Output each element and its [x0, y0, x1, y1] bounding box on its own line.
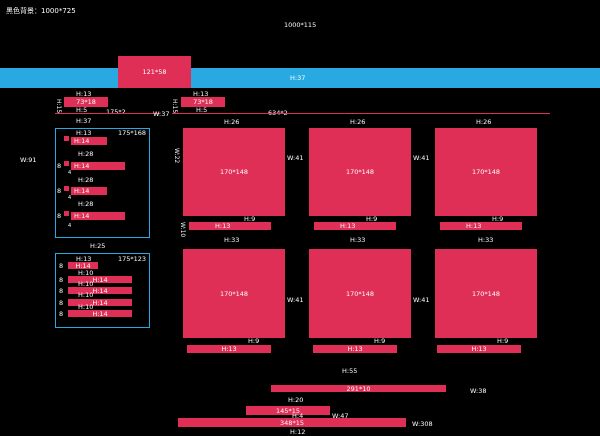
row1-card-3[interactable]: 170*148 [435, 128, 537, 216]
footer-w38: W:38 [470, 387, 487, 395]
panel1-gap-2: H:28 [78, 176, 94, 184]
footer-w47: W:47 [332, 412, 349, 420]
panel1-gap-3: H:28 [78, 200, 94, 208]
sidebar-h25: H:25 [90, 242, 106, 250]
row2-caption-2: H:13 [313, 345, 397, 353]
panel1-small-2: 4 [68, 195, 72, 201]
nav-right-h: H:13 [193, 90, 209, 98]
top-bar-height: H:37 [290, 74, 306, 82]
panel1-item-4[interactable]: H:14 [71, 212, 125, 220]
logo-block: 121*58 [118, 56, 191, 88]
row2-h33-1: H:33 [224, 236, 240, 244]
row2-h9-3: H:9 [497, 337, 509, 345]
panel2-item-4[interactable]: H:14 [68, 299, 132, 307]
panel1-mini-4 [64, 211, 69, 216]
panel2-item-3[interactable]: H:14 [68, 287, 132, 295]
footer-bar-1: 291*10 [271, 385, 446, 393]
background-note: 黑色背景：1000*725 [6, 7, 76, 15]
panel1-mark-3: 8 [57, 212, 62, 220]
panel2-mark-5: 8 [59, 310, 64, 318]
row1-card-1[interactable]: 170*148 [183, 128, 285, 216]
divider-right [172, 113, 550, 114]
footer-h12: H:12 [290, 428, 306, 436]
row1-h26-1: H:26 [224, 118, 240, 126]
nav-left-h5: H:5 [76, 106, 88, 114]
panel2-mark-2: 8 [59, 276, 64, 284]
panel1-mini-3 [64, 186, 69, 191]
panel2-mark-4: 8 [59, 299, 64, 307]
row2-h33-2: H:33 [350, 236, 366, 244]
sidebar-panel-2 [55, 253, 150, 328]
panel2-mark-3: 8 [59, 287, 64, 295]
nav-left-v: H:15 [55, 99, 62, 114]
footer-bar-2: 145*15 [246, 406, 330, 415]
panel1-small-1: 4 [68, 170, 72, 176]
row1-caption-1: H:13 [189, 222, 271, 230]
row2-caption-1: H:13 [187, 345, 271, 353]
panel1-item-3[interactable]: H:14 [71, 187, 107, 195]
panel1-item-1[interactable]: H:14 [71, 137, 107, 145]
row1-h26-2: H:26 [350, 118, 366, 126]
row2-w41-2: W:41 [413, 296, 430, 304]
panel1-gap-1: H:28 [78, 150, 94, 158]
footer-w308: W:308 [412, 420, 433, 428]
panel2-gap-3: H:10 [78, 291, 94, 299]
footer-bar-3: 348*15 [178, 418, 406, 427]
sidebar-h37: H:37 [76, 117, 92, 125]
panel2-gap-1: H:10 [78, 269, 94, 277]
panel2-size: 175*123 [118, 255, 147, 263]
row2-card-2[interactable]: 170*148 [309, 249, 411, 338]
row2-h33-3: H:33 [478, 236, 494, 244]
panel2-item-1[interactable]: H:14 [68, 262, 98, 270]
panel1-mark-2: 8 [57, 187, 62, 195]
sidebar-w91: W:91 [20, 156, 37, 164]
row1-h26-3: H:26 [476, 118, 492, 126]
divider-left [55, 113, 160, 114]
row1-w41-2: W:41 [413, 154, 430, 162]
footer-h55: H:55 [342, 367, 358, 375]
panel1-mini-1 [64, 136, 69, 141]
row1-h9-3: H:9 [492, 215, 504, 223]
row2-w41-1: W:41 [287, 296, 304, 304]
row1-w41-1: W:41 [287, 154, 304, 162]
panel1-mini-2 [64, 161, 69, 166]
row1-h9-2: H:9 [366, 215, 378, 223]
row1-h9-1: H:9 [244, 215, 256, 223]
canvas-size-label: 1000*115 [284, 21, 317, 29]
grid-w10: W:10 [179, 222, 186, 238]
panel1-size: 175*168 [118, 129, 147, 137]
panel2-h: H:13 [76, 255, 92, 263]
row2-h9-1: H:9 [248, 337, 260, 345]
nav-left-h: H:13 [76, 90, 92, 98]
divider-left-label: 175*2 [106, 108, 126, 116]
row2-h9-2: H:9 [374, 337, 386, 345]
nav-left-item[interactable]: 73*18 [64, 97, 108, 107]
row2-card-3[interactable]: 170*148 [435, 249, 537, 338]
row2-caption-3: H:13 [437, 345, 521, 353]
footer-h20: H:20 [288, 396, 304, 404]
row1-caption-2: H:13 [314, 222, 396, 230]
panel1-item-2[interactable]: H:14 [71, 162, 125, 170]
row2-card-1[interactable]: 170*148 [183, 249, 285, 338]
panel2-mark-1: 8 [59, 262, 64, 270]
panel2-item-5[interactable]: H:14 [68, 310, 132, 318]
nav-w37: W:37 [153, 110, 170, 118]
row1-caption-3: H:13 [440, 222, 522, 230]
panel1-mark-1: 8 [57, 162, 62, 170]
panel1-small-3: 4 [68, 223, 72, 229]
panel1-h: H:13 [76, 129, 92, 137]
nav-right-item[interactable]: 73*18 [181, 97, 225, 107]
panel2-gap-2: H:10 [78, 280, 94, 288]
panel2-gap-4: H:10 [78, 303, 94, 311]
panel2-item-2[interactable]: H:14 [68, 276, 132, 284]
nav-right-h5: H:5 [196, 106, 208, 114]
row1-card-2[interactable]: 170*148 [309, 128, 411, 216]
grid-w22: W:22 [173, 148, 180, 164]
nav-right-v: H:15 [171, 99, 178, 114]
sidebar-panel-1 [55, 128, 150, 238]
footer-h4: H:4 [292, 412, 304, 420]
